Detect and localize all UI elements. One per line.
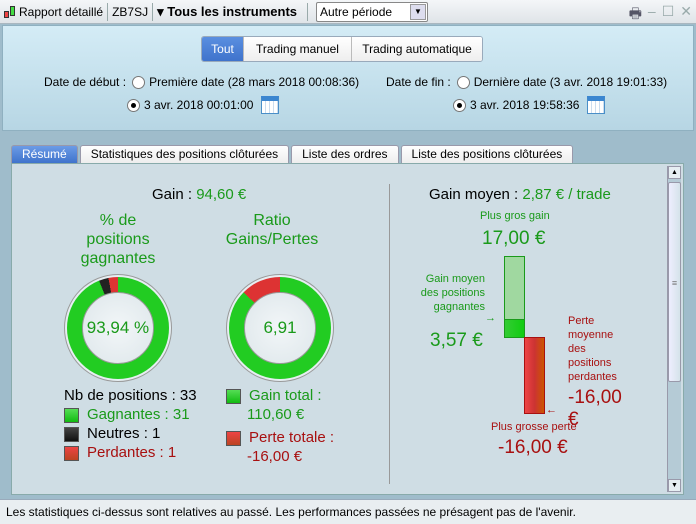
start-date-label: Date de début :: [44, 75, 127, 89]
mode-auto-button[interactable]: Trading automatique: [352, 37, 482, 61]
ratio-value: 6,91: [244, 292, 316, 364]
print-icon[interactable]: 🖶: [628, 5, 642, 21]
avg-loss-value: -16,00 €: [568, 387, 622, 430]
scroll-up-icon[interactable]: ▲: [668, 166, 681, 179]
win-rate-title: % de positions gagnantes: [80, 212, 156, 267]
maximize-icon[interactable]: ☐: [661, 3, 675, 19]
end-custom-radio[interactable]: [453, 98, 466, 112]
period-select[interactable]: Autre période ▼: [316, 1, 428, 22]
start-custom-date[interactable]: 3 avr. 2018 00:01:00: [144, 98, 254, 112]
win-rate-value: 93,94 %: [82, 292, 154, 364]
end-last-radio[interactable]: [456, 75, 470, 89]
vertical-scrollbar[interactable]: ▲ ≡ ▼: [667, 166, 681, 492]
win-rate-donut: 93,94 %: [64, 274, 172, 382]
max-loss-value: -16,00 €: [498, 437, 568, 458]
divider: [389, 184, 390, 484]
gain-heading: Gain : 94,60 €: [152, 186, 247, 203]
start-custom-radio[interactable]: [127, 98, 140, 112]
ratio-donut: 6,91: [226, 274, 334, 382]
positions-count: Nb de positions : 33: [64, 387, 197, 404]
arrow-right-icon: →: [485, 312, 496, 324]
summary-panel: Gain : 94,60 € % de positions gagnantes …: [11, 163, 684, 495]
avg-win-value: 3,57 €: [430, 330, 483, 351]
avg-win-label: Gain moyen des positions gagnantes: [420, 273, 485, 313]
chevron-down-icon[interactable]: ▼: [410, 3, 426, 20]
end-date-label: Date de fin :: [386, 75, 451, 89]
minimize-icon[interactable]: –: [647, 3, 656, 19]
filter-panel: Tout Trading manuel Trading automatique …: [2, 25, 694, 131]
ratio-title: Ratio Gains/Pertes: [225, 212, 319, 248]
scroll-down-icon[interactable]: ▼: [668, 479, 681, 492]
avg-loss-label: Perte moyenne des positions perdantes: [568, 315, 617, 383]
neutral-count: Neutres : 1: [87, 425, 161, 442]
winners-count: Gagnantes : 31: [87, 406, 190, 423]
totals-legend: Gain total : 110,60 € Perte totale : -16…: [226, 386, 334, 466]
tab-closed-stats[interactable]: Statistiques des positions clôturées: [79, 145, 290, 163]
candlestick-logo-icon: [3, 5, 17, 19]
max-loss-label: Plus grosse perte: [491, 421, 577, 433]
total-loss-swatch: [226, 430, 241, 446]
total-loss-value: -16,00 €: [247, 448, 303, 465]
instruments-menu[interactable]: ▾ Tous les instruments: [157, 3, 297, 19]
avg-gain-heading: Gain moyen : 2,87 € / trade: [429, 186, 611, 203]
gain-value: 94,60 €: [196, 186, 247, 203]
calendar-icon[interactable]: [261, 96, 280, 114]
scroll-thumb[interactable]: ≡: [668, 182, 681, 382]
mode-manual-button[interactable]: Trading manuel: [244, 37, 352, 61]
close-icon[interactable]: ✕: [680, 3, 692, 19]
mode-all-button[interactable]: Tout: [202, 37, 244, 61]
start-first-label: Première date (28 mars 2018 00:08:36): [149, 75, 360, 89]
positions-legend: Nb de positions : 33 Gagnantes : 31 Neut…: [64, 386, 197, 462]
end-custom-date[interactable]: 3 avr. 2018 19:58:36: [470, 98, 580, 112]
winners-swatch: [64, 407, 79, 423]
total-gain-value: 110,60 €: [247, 406, 305, 423]
losers-swatch: [64, 445, 79, 461]
avg-gain-value: 2,87 € / trade: [522, 186, 611, 203]
arrow-left-icon: ←: [546, 404, 557, 416]
tab-summary[interactable]: Résumé: [11, 145, 78, 163]
total-loss-label: Perte totale :: [249, 429, 335, 446]
max-gain-bar: [504, 256, 525, 320]
max-gain-label: Plus gros gain: [480, 210, 550, 222]
losers-count: Perdantes : 1: [87, 444, 177, 461]
title-bar: Rapport détaillé ZB7SJ ▾ Tous les instru…: [0, 0, 696, 24]
report-title: Rapport détaillé: [19, 4, 104, 19]
end-last-label: Dernière date (3 avr. 2018 19:01:33): [473, 75, 668, 89]
max-gain-value: 17,00 €: [482, 228, 546, 249]
start-first-radio[interactable]: [132, 75, 146, 89]
tab-orders[interactable]: Liste des ordres: [291, 145, 399, 163]
disclaimer: Les statistiques ci-dessus sont relative…: [0, 499, 696, 524]
calendar-icon[interactable]: [587, 96, 606, 114]
trading-mode-toggle: Tout Trading manuel Trading automatique: [201, 36, 483, 62]
total-gain-swatch: [226, 388, 241, 404]
avg-win-bar: [504, 319, 525, 338]
neutral-swatch: [64, 426, 79, 442]
period-select-value: Autre période: [320, 4, 393, 19]
loss-bar: [524, 337, 545, 414]
tab-bar: Résumé Statistiques des positions clôtur…: [11, 145, 574, 163]
tab-closed-positions[interactable]: Liste des positions clôturées: [400, 145, 574, 163]
total-gain-label: Gain total :: [249, 387, 322, 404]
account-id: ZB7SJ: [112, 4, 149, 19]
